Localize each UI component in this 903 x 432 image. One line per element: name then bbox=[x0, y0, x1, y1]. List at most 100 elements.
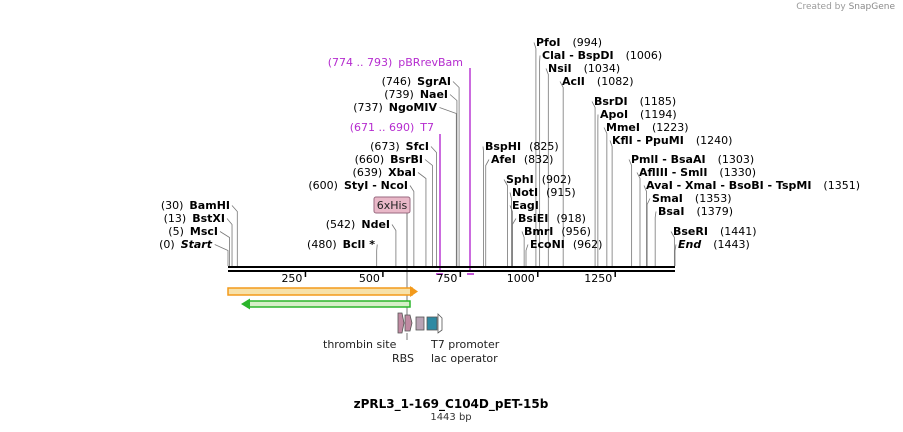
enzyme-site-line bbox=[636, 172, 641, 266]
enzyme-label[interactable]: BspHI (825) bbox=[485, 140, 559, 153]
t7-promoter-glyph[interactable] bbox=[437, 313, 443, 334]
enzyme-site-line bbox=[417, 172, 427, 266]
enzyme-label[interactable]: (13) BstXI bbox=[164, 212, 225, 225]
enzyme-site-line bbox=[525, 244, 529, 266]
feature-labels: thrombin site RBS T7 promoter lac operat… bbox=[323, 333, 500, 365]
credit-prefix: Created by bbox=[796, 2, 846, 12]
enzyme-site-line bbox=[376, 244, 378, 266]
enzyme-label[interactable]: ClaI - BspDI (1006) bbox=[542, 49, 662, 62]
enzyme-label[interactable]: BsiEI (918) bbox=[518, 212, 586, 225]
primers: (774 .. 793) pBRrevBam (671 .. 690) T7 bbox=[328, 56, 474, 275]
green-orf-bar[interactable] bbox=[247, 300, 411, 308]
small-features bbox=[397, 312, 443, 334]
enzyme-site-line bbox=[482, 146, 484, 266]
enzyme-label[interactable]: (673) SfcI bbox=[370, 140, 429, 153]
orange-bar-arrowhead bbox=[410, 286, 418, 297]
enzyme-label[interactable]: AvaI - XmaI - BsoBI - TspMI (1351) bbox=[646, 179, 860, 192]
enzyme-site-line bbox=[545, 68, 549, 266]
feature-glyph[interactable] bbox=[415, 316, 425, 331]
enzyme-label[interactable]: AfeI (832) bbox=[491, 153, 553, 166]
enzyme-label[interactable]: PmlI - BsaAI (1303) bbox=[631, 153, 754, 166]
green-bar-arrowhead bbox=[241, 298, 250, 310]
enzyme-label[interactable]: SphI (902) bbox=[506, 173, 571, 186]
enzyme-label[interactable]: MmeI (1223) bbox=[606, 121, 689, 134]
enzyme-site-line bbox=[439, 107, 457, 266]
enzyme-site-line bbox=[533, 42, 537, 266]
enzyme-site-line bbox=[449, 94, 458, 266]
enzyme-site-line bbox=[231, 205, 238, 266]
orf-bars bbox=[227, 286, 418, 310]
enzyme-label[interactable]: EcoNI (962) bbox=[530, 238, 602, 251]
enzyme-label[interactable]: (30) BamHI bbox=[161, 199, 230, 212]
enzyme-label[interactable]: BsrDI (1185) bbox=[594, 95, 676, 108]
enzyme-label[interactable]: AflIII - SmlI (1330) bbox=[639, 166, 756, 179]
enzyme-label[interactable]: (639) XbaI bbox=[353, 166, 416, 179]
enzyme-label[interactable]: (660) BsrBI bbox=[355, 153, 423, 166]
t7-promoter-label[interactable]: T7 promoter bbox=[430, 338, 500, 351]
ruler-tick-label: 1000 bbox=[507, 272, 535, 285]
ruler-tick-label: 1250 bbox=[584, 272, 612, 285]
snapgene-logo-text: SnapGene bbox=[848, 2, 895, 12]
enzyme-label[interactable]: NotI (915) bbox=[512, 186, 576, 199]
enzyme-site-line bbox=[609, 140, 613, 266]
enzyme-site-line bbox=[643, 185, 647, 266]
enzyme-labels-left: (0) Start (5) MscI (13) BstXI (30) BamHI (48… bbox=[159, 75, 451, 251]
enzyme-site-line bbox=[424, 159, 433, 266]
enzyme-label[interactable]: ApoI (1194) bbox=[600, 108, 677, 121]
enzyme-label[interactable]: SmaI (1353) bbox=[652, 192, 731, 205]
enzyme-site-lines bbox=[214, 42, 677, 266]
enzyme-label[interactable]: BseRI (1441) bbox=[673, 225, 757, 238]
enzyme-site-line bbox=[674, 244, 677, 266]
plasmid-title: zPRL3_1-169_C104D_pET-15b bbox=[354, 397, 549, 412]
enzyme-site-line bbox=[430, 146, 437, 266]
sequence-backbone: 250 500 750 1000 1250 bbox=[228, 266, 675, 285]
enzyme-label[interactable]: NsiI (1034) bbox=[548, 62, 620, 75]
rbs-label[interactable]: RBS bbox=[392, 352, 414, 365]
enzyme-label[interactable]: (5) MscI bbox=[168, 225, 218, 238]
enzyme-site-line bbox=[485, 159, 490, 266]
enzyme-label[interactable]: EagI bbox=[512, 199, 539, 212]
primer-label-pbrrevbam[interactable]: (774 .. 793) pBRrevBam bbox=[328, 56, 463, 69]
enzyme-site-line bbox=[628, 159, 633, 266]
orange-cds-bar[interactable] bbox=[227, 287, 413, 296]
lac-operator-glyph[interactable] bbox=[426, 316, 438, 331]
his-tag-label: 6xHis bbox=[377, 199, 408, 212]
enzyme-label[interactable]: BmrI (956) bbox=[524, 225, 591, 238]
snapgene-credit: Created by SnapGene bbox=[796, 2, 895, 12]
plasmid-length: 1443 bp bbox=[430, 412, 471, 423]
enzyme-site-line bbox=[452, 81, 460, 266]
ruler-ticks: 250 500 750 1000 1250 bbox=[281, 271, 616, 285]
enzyme-label[interactable]: KflI - PpuMI (1240) bbox=[612, 134, 732, 147]
enzyme-label[interactable]: (600) StyI - NcoI bbox=[308, 179, 408, 192]
enzyme-site-line bbox=[511, 218, 517, 266]
rbs-glyph[interactable] bbox=[404, 314, 413, 332]
enzyme-label[interactable]: End (1443) bbox=[678, 238, 750, 251]
enzyme-site-line bbox=[214, 244, 229, 266]
enzyme-site-line bbox=[646, 198, 651, 266]
enzyme-site-line bbox=[409, 185, 415, 266]
ruler-tick-label: 250 bbox=[281, 272, 302, 285]
ruler-tick-label: 500 bbox=[359, 272, 380, 285]
enzyme-site-line bbox=[654, 211, 657, 266]
enzyme-label[interactable]: (746) SgrAI bbox=[382, 75, 451, 88]
primer-label-t7[interactable]: (671 .. 690) T7 bbox=[350, 121, 434, 134]
enzyme-label[interactable]: (480) BclI * bbox=[307, 238, 375, 251]
enzyme-site-line bbox=[603, 127, 608, 266]
enzyme-label[interactable]: PfoI (994) bbox=[536, 36, 602, 49]
thrombin-site-label[interactable]: thrombin site bbox=[323, 338, 397, 351]
enzyme-label[interactable]: (0) Start bbox=[159, 238, 213, 251]
enzyme-site-line bbox=[226, 218, 233, 266]
ruler-tick-label: 750 bbox=[436, 272, 457, 285]
enzyme-label[interactable]: BsaI (1379) bbox=[658, 205, 733, 218]
enzyme-label[interactable]: (737) NgoMIV bbox=[353, 101, 437, 114]
enzyme-label[interactable]: (739) NaeI bbox=[384, 88, 448, 101]
enzyme-label[interactable]: AclI (1082) bbox=[562, 75, 633, 88]
enzyme-site-line bbox=[509, 192, 512, 266]
enzyme-site-line bbox=[591, 101, 596, 266]
enzyme-site-line bbox=[391, 224, 397, 266]
enzyme-label[interactable]: (542) NdeI bbox=[326, 218, 390, 231]
enzyme-site-line bbox=[559, 81, 564, 266]
lac-operator-label[interactable]: lac operator bbox=[431, 352, 498, 365]
thrombin-site-glyph[interactable] bbox=[397, 312, 405, 334]
